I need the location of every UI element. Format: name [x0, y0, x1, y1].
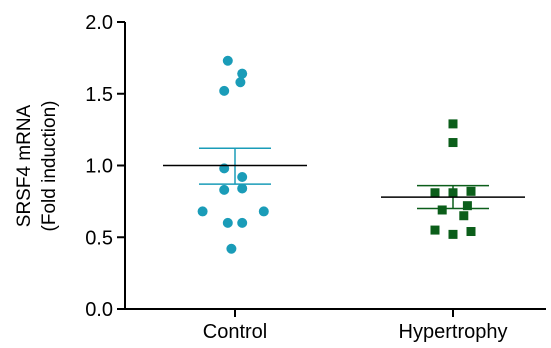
- y-tick-label: 0.5: [85, 227, 113, 249]
- y-axis-label: SRSF4 mRNA (Fold induction): [14, 101, 60, 232]
- data-point: [437, 205, 447, 215]
- data-point: [219, 85, 230, 96]
- data-point: [448, 229, 458, 239]
- data-point: [237, 68, 248, 79]
- data-point: [430, 225, 440, 235]
- data-point: [219, 184, 230, 195]
- data-point: [222, 55, 233, 66]
- data-point: [466, 186, 476, 196]
- y-axis-label-line-2: (Fold induction): [39, 101, 60, 232]
- series-control: [163, 55, 307, 254]
- data-point: [197, 206, 208, 217]
- y-tick-label: 1.0: [85, 156, 113, 178]
- data-point: [258, 206, 269, 217]
- series-hypertrophy: [381, 119, 525, 239]
- data-point: [448, 138, 458, 148]
- y-tick-label: 0.0: [85, 299, 113, 321]
- x-category-label: Control: [203, 321, 267, 343]
- y-tick-label: 1.5: [85, 84, 113, 106]
- x-category-label: Hypertrophy: [399, 321, 508, 343]
- x-ticks: Control Hypertrophy: [203, 309, 508, 343]
- data-point: [430, 188, 440, 198]
- series-layer: [163, 55, 525, 254]
- y-axis-label-line-1: SRSF4 mRNA: [14, 104, 35, 227]
- data-point: [226, 243, 237, 254]
- data-point: [237, 183, 248, 194]
- y-ticks: 0.0 0.5 1.0 1.5 2.0: [85, 12, 125, 321]
- data-point: [462, 201, 472, 211]
- data-point: [466, 227, 476, 237]
- data-point: [235, 77, 246, 88]
- data-point: [459, 211, 469, 221]
- data-point: [448, 119, 458, 129]
- data-point: [237, 217, 248, 228]
- data-point: [237, 171, 248, 182]
- y-tick-label: 2.0: [85, 12, 113, 34]
- data-point: [222, 217, 233, 228]
